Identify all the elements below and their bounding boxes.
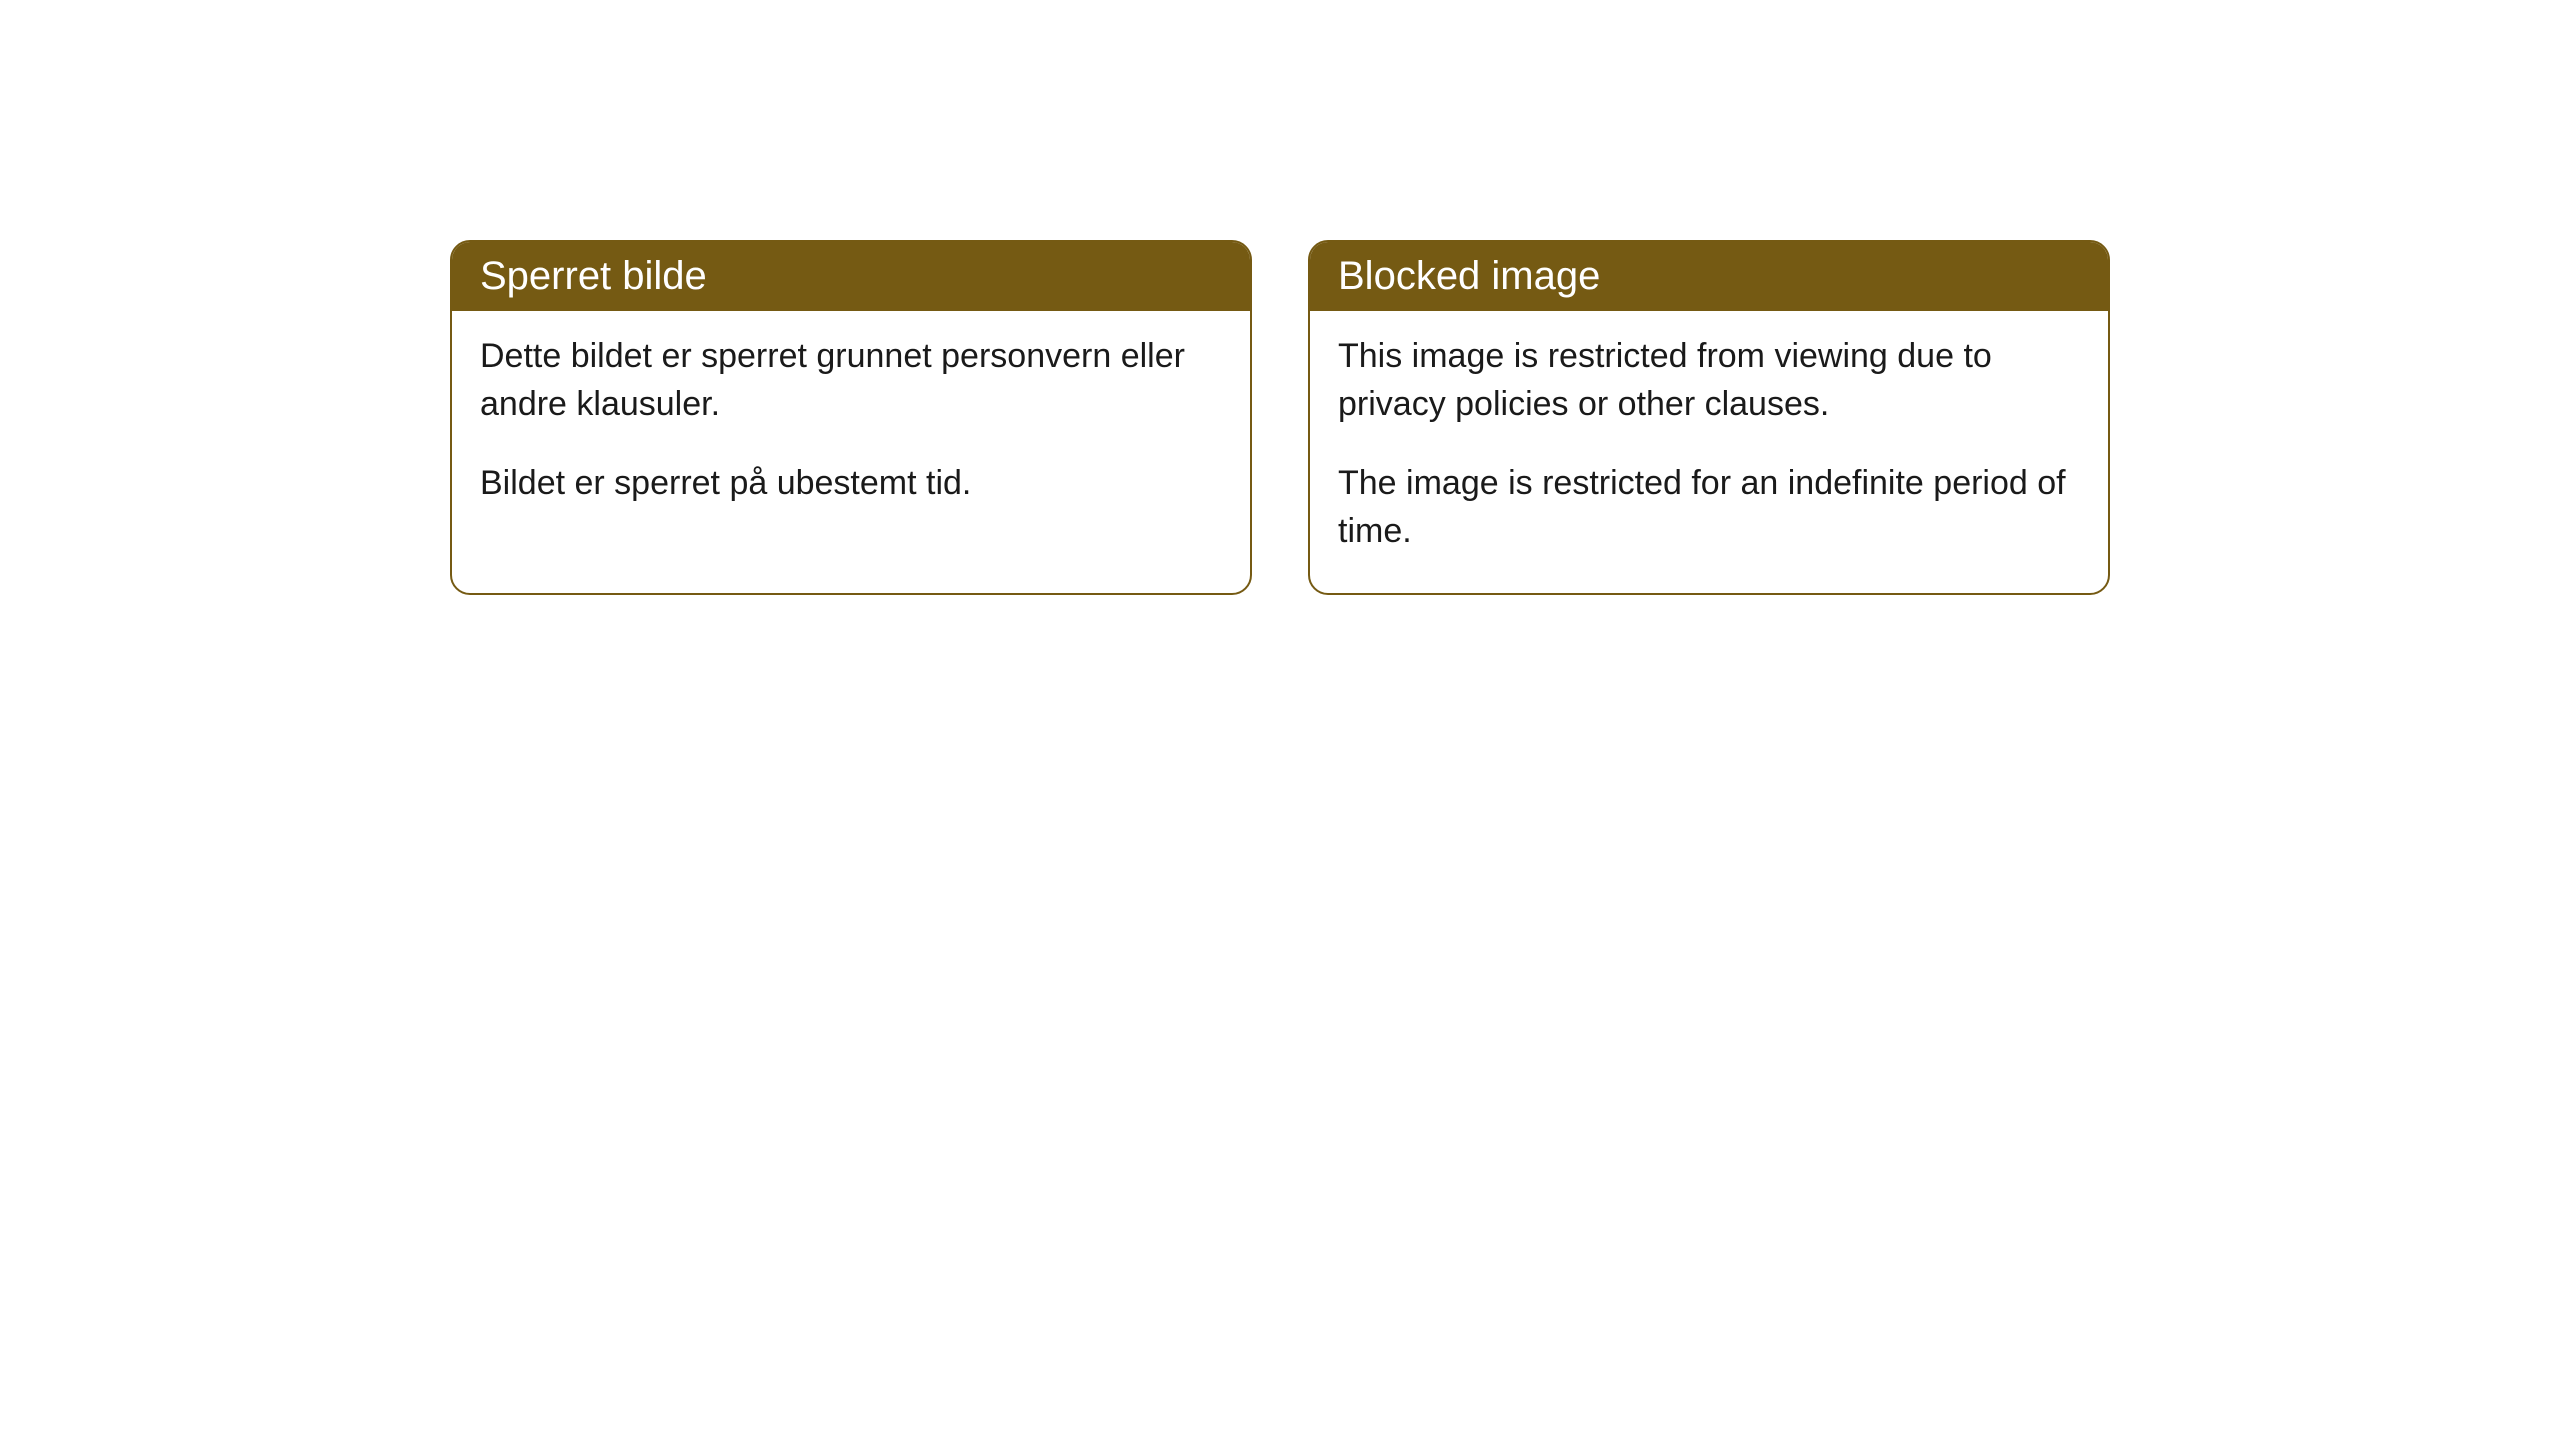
card-body: Dette bildet er sperret grunnet personve… (452, 311, 1250, 546)
card-header: Sperret bilde (452, 242, 1250, 311)
card-header: Blocked image (1310, 242, 2108, 311)
notice-card-english: Blocked image This image is restricted f… (1308, 240, 2110, 595)
card-paragraph: Bildet er sperret på ubestemt tid. (480, 460, 1222, 508)
card-title: Blocked image (1338, 254, 1600, 298)
card-paragraph: The image is restricted for an indefinit… (1338, 460, 2080, 555)
card-title: Sperret bilde (480, 254, 707, 298)
notice-cards-container: Sperret bilde Dette bildet er sperret gr… (450, 240, 2110, 595)
card-paragraph: This image is restricted from viewing du… (1338, 333, 2080, 428)
card-paragraph: Dette bildet er sperret grunnet personve… (480, 333, 1222, 428)
card-body: This image is restricted from viewing du… (1310, 311, 2108, 593)
notice-card-norwegian: Sperret bilde Dette bildet er sperret gr… (450, 240, 1252, 595)
